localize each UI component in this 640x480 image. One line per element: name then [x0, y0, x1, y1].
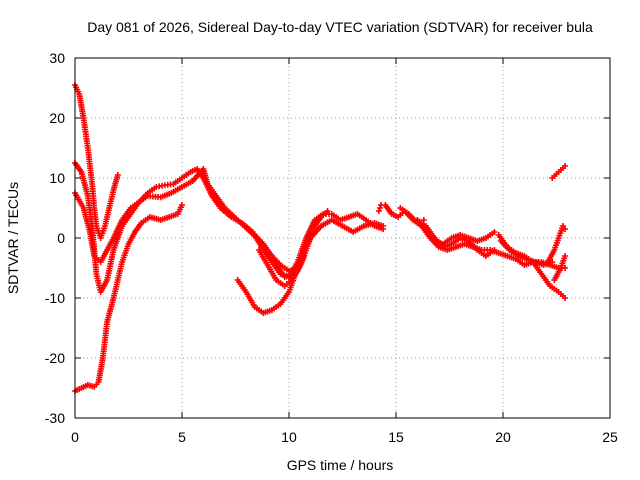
series-arc-p	[375, 202, 427, 223]
data-point	[491, 229, 498, 235]
axis-ticks: 0 5 10 15 20 25 -30 -20 -10 0 10 20 30	[45, 50, 618, 445]
x-axis-label: GPS time / hours	[287, 457, 394, 473]
series-arc-d	[72, 202, 185, 394]
plot-area	[72, 82, 569, 394]
y-tick-label: 0	[57, 230, 65, 246]
y-axis-label: SDTVAR / TECUs	[5, 182, 21, 294]
data-point	[562, 226, 569, 232]
series-arc-m	[544, 223, 569, 265]
x-tick-label: 15	[388, 429, 404, 445]
series-arc-c	[72, 160, 387, 295]
series-arc-n	[551, 253, 569, 283]
x-tick-label: 5	[178, 429, 186, 445]
y-tick-label: -10	[45, 290, 65, 306]
data-point	[179, 202, 185, 208]
series-arc-i	[397, 205, 498, 247]
data-point	[420, 217, 427, 223]
data-point	[562, 163, 569, 169]
x-tick-label: 20	[495, 429, 511, 445]
y-tick-label: -30	[45, 410, 65, 426]
series-arc-e	[234, 208, 331, 316]
series-arc-b	[72, 166, 387, 280]
series-arc-g	[256, 247, 307, 289]
data-point	[375, 208, 382, 214]
data-point	[380, 226, 387, 232]
y-tick-label: 30	[49, 50, 65, 66]
series-arc-a	[72, 82, 121, 241]
data-point	[378, 202, 385, 208]
data-point	[324, 208, 331, 214]
series-arc-l	[497, 238, 556, 268]
series-arc-h	[382, 202, 569, 271]
data-point	[491, 247, 498, 253]
y-tick-label: 10	[49, 170, 65, 186]
series-arc-j	[414, 217, 498, 259]
x-tick-label: 0	[71, 429, 79, 445]
y-tick-label: 20	[49, 110, 65, 126]
grid-lines	[75, 58, 610, 418]
data-point	[562, 253, 569, 259]
x-tick-label: 25	[602, 429, 618, 445]
data-point	[114, 172, 121, 178]
y-tick-label: -20	[45, 350, 65, 366]
x-tick-label: 10	[281, 429, 297, 445]
data-point	[300, 253, 307, 259]
chart-title: Day 081 of 2026, Sidereal Day-to-day VTE…	[87, 19, 593, 35]
data-point	[376, 205, 383, 211]
series-arc-o	[549, 163, 569, 181]
data-point	[562, 295, 569, 301]
